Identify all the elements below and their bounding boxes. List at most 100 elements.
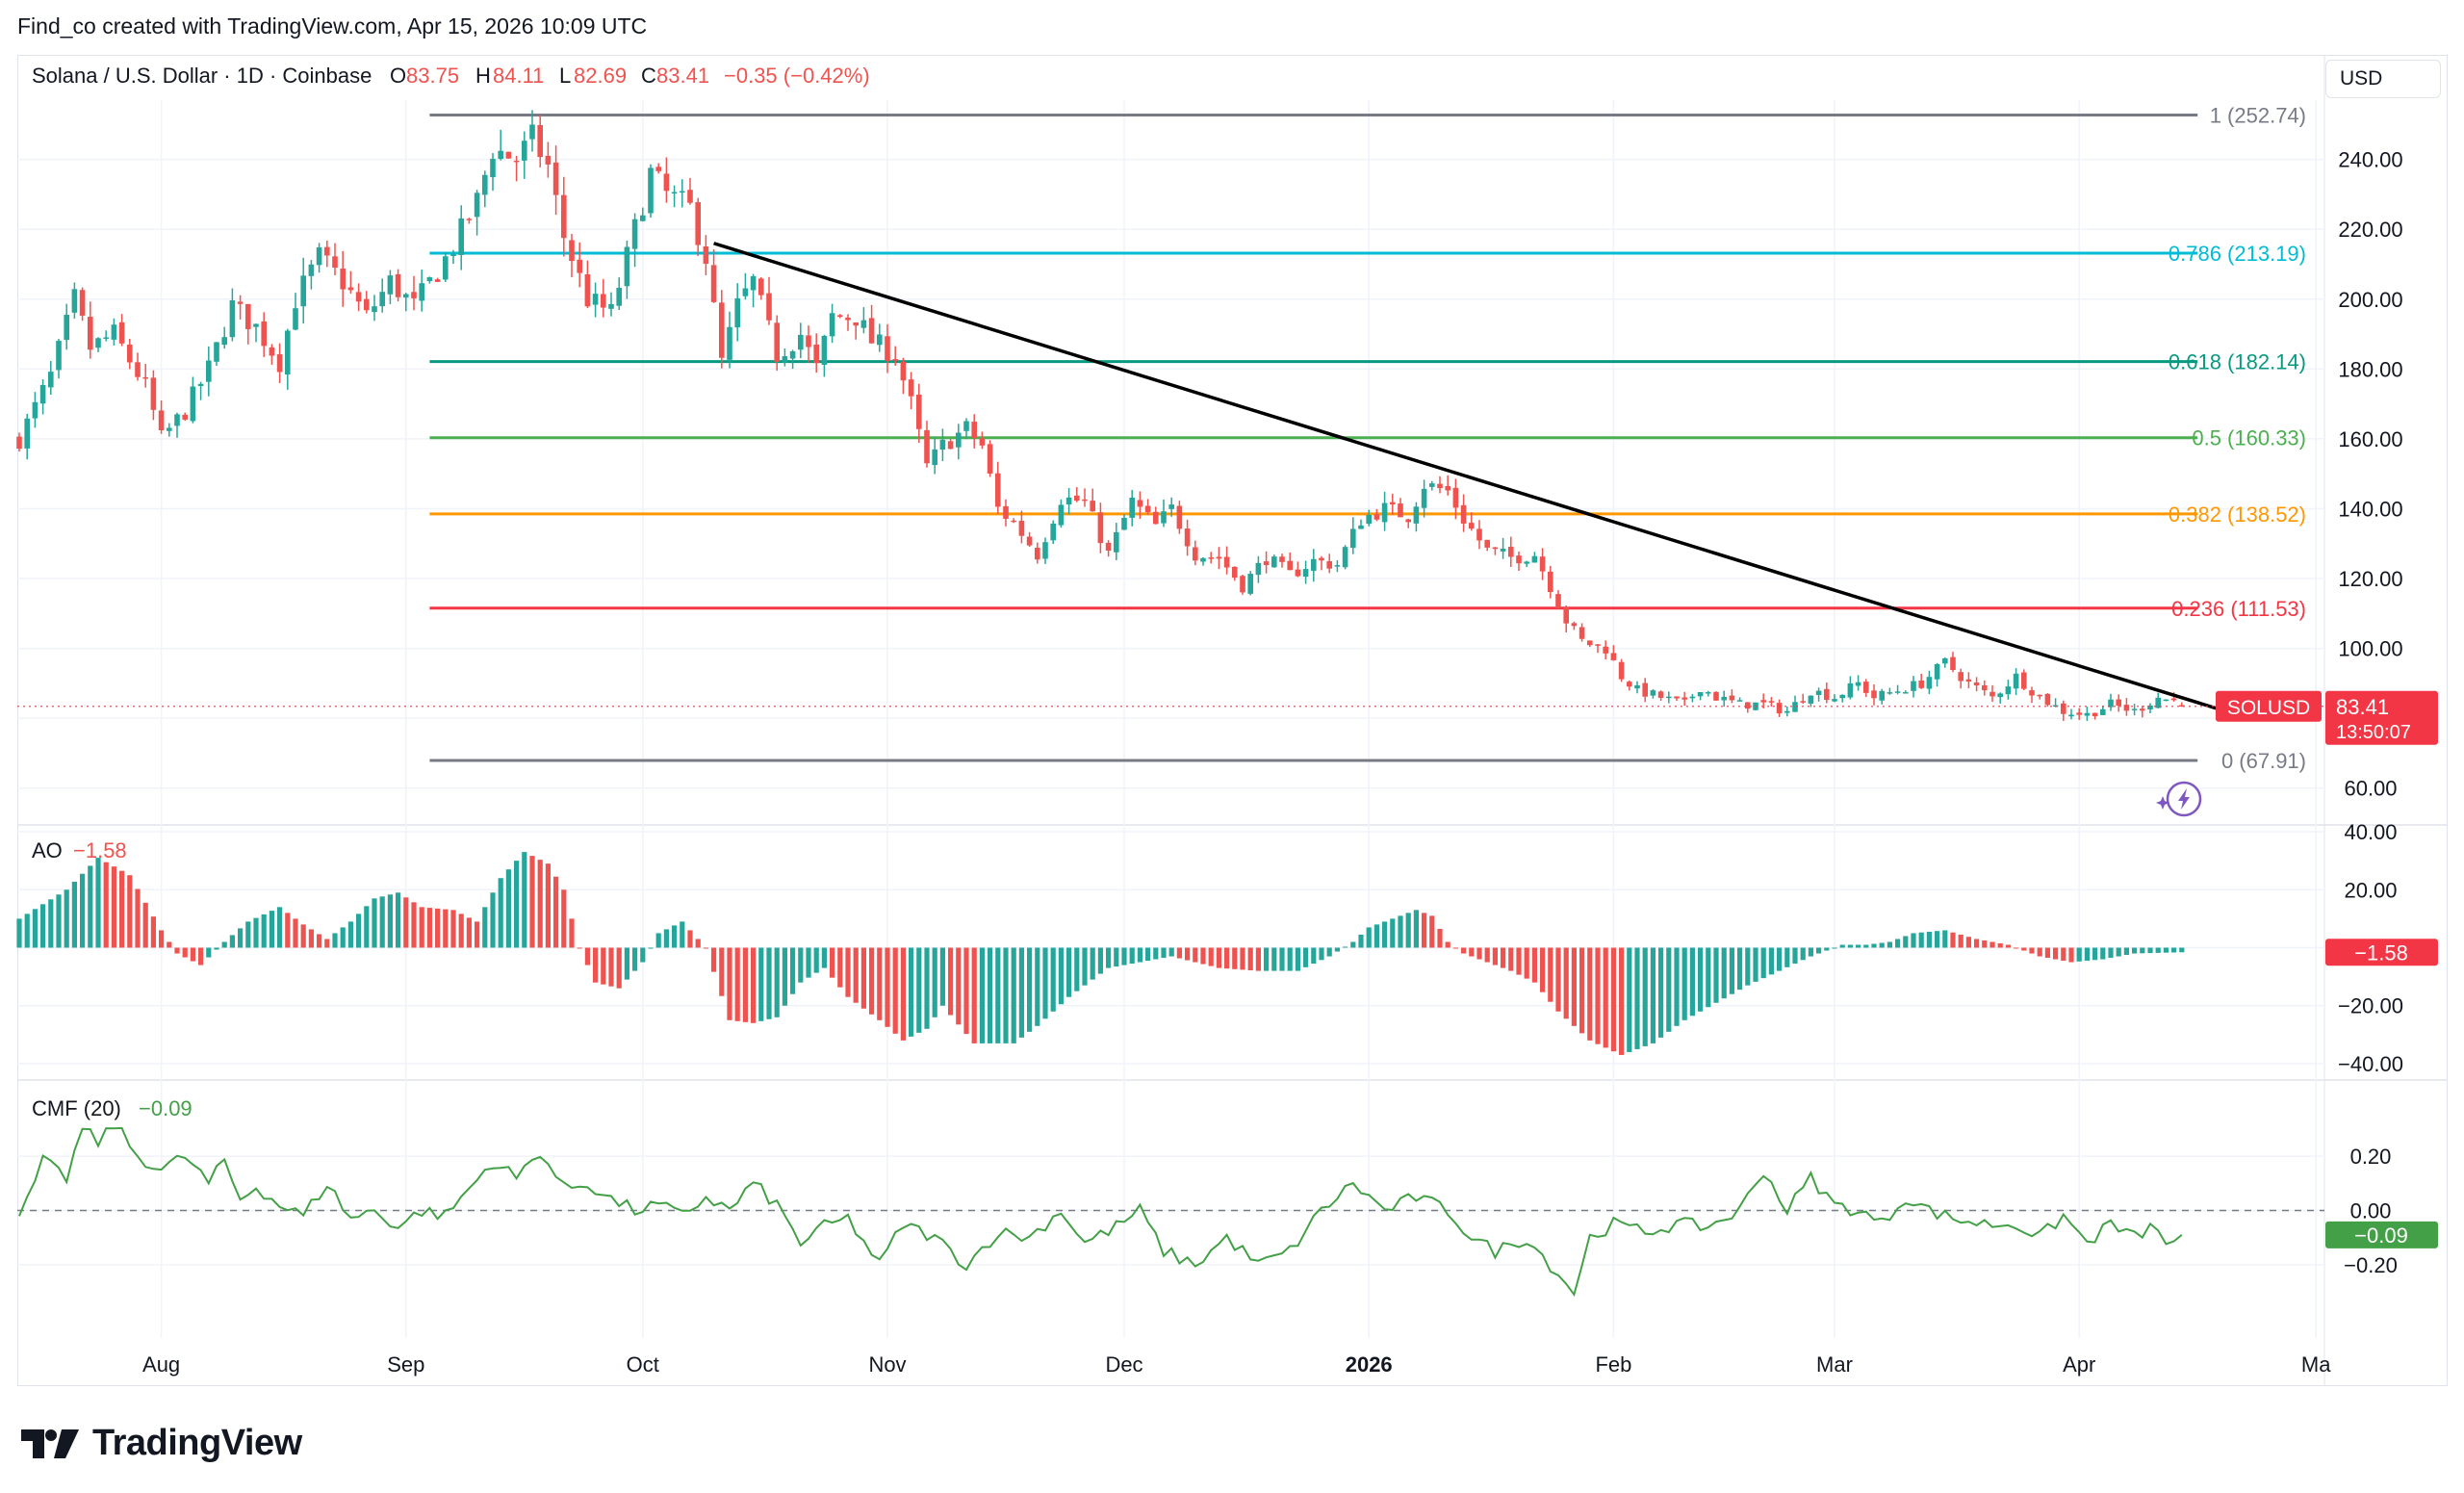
ao-bar: [1461, 947, 1467, 954]
ao-bar: [1200, 947, 1206, 965]
ao-bar: [766, 947, 772, 1019]
candle-body: [1879, 690, 1885, 701]
candle-body: [1539, 556, 1546, 572]
tradingview-logo[interactable]: TradingView: [19, 1423, 302, 1464]
cmf-axis-label: 0.00: [2350, 1199, 2392, 1223]
ao-bar: [561, 889, 567, 948]
ao-bar: [522, 852, 527, 948]
candle-body: [79, 290, 86, 316]
candle-body: [395, 273, 401, 297]
candle-body: [372, 306, 377, 313]
candle-body: [963, 421, 969, 431]
candle-body: [1524, 561, 1529, 564]
cmf-value: −0.09: [139, 1096, 192, 1120]
ao-bar: [1555, 947, 1561, 1012]
candle-body: [1894, 691, 1901, 693]
ao-bar: [1579, 947, 1585, 1034]
time-axis-label: Aug: [142, 1352, 180, 1377]
ao-bar: [751, 947, 757, 1023]
candle-body: [2108, 699, 2114, 708]
lightning-icon[interactable]: [2156, 781, 2202, 817]
ao-bar: [956, 947, 962, 1025]
ao-bar: [1982, 940, 1988, 948]
ao-bar: [167, 941, 172, 948]
candle-body: [513, 160, 520, 163]
ao-bar: [553, 876, 559, 948]
currency-selector[interactable]: USD: [2325, 60, 2441, 98]
ao-bar: [1035, 947, 1040, 1026]
ao-bar: [948, 947, 954, 1016]
ao-bar: [174, 947, 180, 954]
ao-bar: [1903, 936, 1909, 948]
ao-bar: [1319, 947, 1324, 961]
high-value: 84.11: [493, 64, 544, 88]
candle-body: [1287, 560, 1293, 571]
ao-bar: [1516, 947, 1522, 975]
candle-body: [1500, 548, 1506, 552]
ao-bar: [742, 947, 748, 1022]
price-axis-label: 200.00: [2338, 288, 2402, 312]
ao-bar: [1713, 947, 1719, 1003]
candle-body: [1492, 547, 1499, 550]
ao-bar: [1706, 947, 1711, 1008]
candle-body: [1184, 528, 1191, 547]
ao-bar: [1950, 932, 1956, 948]
cmf-series: [17, 1126, 2324, 1298]
ao-axis-label: 40.00: [2344, 820, 2397, 844]
candle-body: [71, 289, 78, 313]
ao-bar: [979, 947, 985, 1043]
ao-bar: [1658, 947, 1664, 1038]
ao-bar: [2140, 947, 2145, 954]
close-label: C: [641, 64, 656, 88]
open-value: 83.75: [406, 64, 459, 88]
ao-bar: [1689, 947, 1695, 1017]
candle-body: [1129, 497, 1135, 518]
trendline: [713, 242, 2238, 717]
candle-body: [1721, 696, 1727, 701]
candle-body: [403, 294, 409, 298]
candle-body: [2131, 708, 2138, 710]
ao-bar: [95, 858, 101, 948]
ao-bar: [135, 888, 141, 948]
ao-bar: [1042, 947, 1048, 1019]
low-value: 82.69: [574, 64, 627, 88]
candle-body: [758, 278, 764, 296]
ao-bar: [1350, 941, 1356, 948]
candle-body: [1839, 694, 1845, 699]
candle-body: [939, 439, 946, 450]
candle-body: [1090, 501, 1095, 512]
candle-body: [1398, 503, 1403, 518]
ao-bar: [1137, 947, 1142, 963]
candle-body: [924, 429, 930, 464]
candle-body: [806, 335, 811, 348]
candle-body: [1832, 699, 1837, 702]
ao-bar: [2108, 947, 2114, 959]
ao-bar: [1926, 931, 1932, 948]
candle-body: [821, 335, 828, 365]
candle-body: [1302, 569, 1309, 578]
ao-bar: [505, 869, 511, 948]
candle-body: [206, 360, 212, 382]
ao-bar: [821, 947, 827, 968]
ao-bar: [1674, 947, 1680, 1026]
candle-body: [1437, 483, 1443, 489]
ao-bar: [1334, 947, 1340, 952]
candle-body: [837, 315, 843, 318]
ao-bar: [885, 947, 890, 1027]
candle-body: [1011, 520, 1016, 523]
ao-bar: [1571, 947, 1577, 1026]
candle-body: [308, 264, 315, 276]
ao-bar: [419, 907, 424, 948]
candle-body: [995, 473, 1001, 507]
candle-body: [537, 124, 543, 158]
ao-bar: [103, 862, 109, 948]
candle-body: [545, 155, 552, 165]
candle-body: [1595, 644, 1601, 646]
ao-bar: [1997, 942, 2003, 948]
candle-body: [584, 274, 591, 307]
fib-level-label: 0.382 (138.52): [2169, 502, 2306, 527]
ao-bar: [1193, 947, 1198, 963]
candle-body: [1918, 680, 1924, 688]
ao-bar: [900, 947, 906, 1041]
